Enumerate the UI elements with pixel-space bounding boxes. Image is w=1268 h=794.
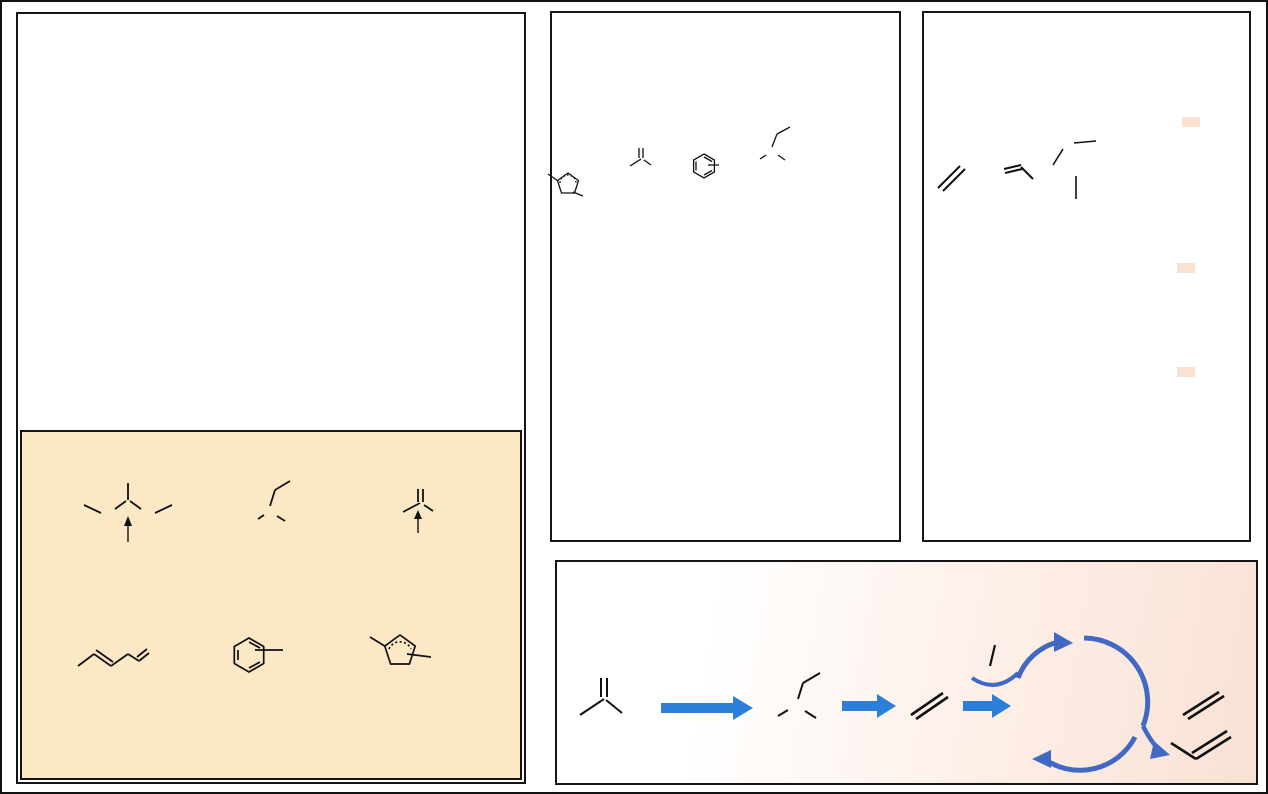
ep-ratio-badge-8s [1177, 367, 1195, 377]
panel-c-box [922, 11, 1251, 542]
panel-d-box [555, 560, 1258, 785]
ep-ratio-badge-16s [1177, 263, 1195, 273]
panel-b-box [550, 11, 901, 542]
panel-a-legend-box [20, 430, 522, 780]
ep-ratio-badge-32s [1182, 117, 1200, 127]
